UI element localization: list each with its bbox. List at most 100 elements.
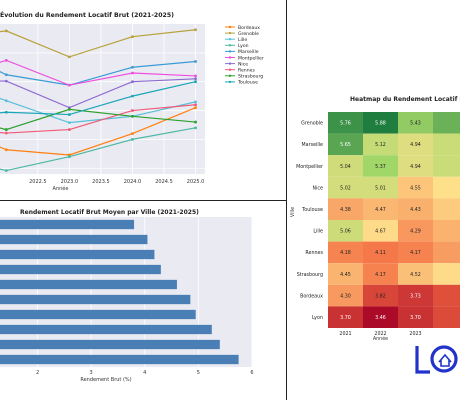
heatmap-cell-value: 4.52 [410, 272, 421, 278]
x-tick-label: 2023.5 [92, 179, 110, 185]
data-point [131, 109, 134, 112]
heatmap-cell-value: 4.29 [410, 229, 421, 235]
legend-label: Rennes [238, 68, 255, 74]
heatmap-cell [398, 263, 433, 285]
heatmap-cell [328, 198, 363, 220]
legend-marker [228, 50, 232, 53]
heatmap-row-label: Grenoble [301, 121, 323, 127]
bar-grenoble [0, 354, 239, 365]
x-tick-label: 2022.5 [29, 179, 47, 185]
bar-lille [0, 279, 177, 290]
heatmap-cell [398, 198, 433, 220]
heatmap-x-tick: 2023 [409, 331, 421, 337]
heatmap-cell [398, 284, 433, 307]
data-point [131, 35, 134, 39]
heatmap-cell-value: 4.67 [375, 229, 386, 235]
data-point [67, 83, 71, 87]
heatmap-cell-value: 4.94 [410, 142, 421, 148]
legend-label: Marseille [238, 49, 259, 55]
plot-area [0, 24, 205, 174]
data-point [131, 65, 134, 69]
data-point [131, 80, 134, 84]
heatmap-cell [398, 220, 433, 242]
data-point [131, 132, 134, 136]
heatmap-cell [328, 176, 363, 199]
bar-chart-title: Rendement Locatif Brut Moyen par Ville (… [20, 209, 199, 216]
series-group [0, 28, 197, 172]
legend-marker [228, 62, 232, 65]
data-point [67, 155, 71, 159]
heatmap-cell-value: 5.06 [340, 229, 351, 235]
legend-marker [228, 38, 232, 41]
data-point [194, 74, 197, 78]
line-chart-panel: 2022.5 2023.0 2023.5 2024.0 2024.5 2025.0 Évol… [0, 0, 287, 200]
heatmap-cell-value: 5.12 [375, 142, 386, 148]
data-point [4, 131, 8, 135]
data-point [194, 126, 197, 130]
data-point [4, 58, 8, 62]
legend-marker [228, 80, 232, 84]
horizontal-divider [0, 200, 287, 201]
data-point [67, 128, 71, 131]
heatmap-x-tick: 2021 [339, 331, 351, 337]
heatmap-row-label: Marseille [302, 142, 323, 148]
data-point [131, 94, 134, 98]
legend-marker [228, 56, 232, 59]
legend-label: Montpellier [238, 55, 264, 61]
heatmap-row-label: Bordeaux [300, 293, 323, 299]
data-point [4, 79, 8, 83]
data-point [194, 103, 197, 107]
bar-lyon [0, 219, 135, 230]
heatmap-cell-value: 4.17 [410, 250, 421, 256]
legend-marker [228, 25, 232, 29]
heatmap-cell-value: 4.30 [340, 293, 351, 299]
heatmap-x-axis-label: Année [373, 335, 388, 342]
heatmap-cell-value: 5.65 [340, 142, 351, 148]
heatmap-panel: Heatmap du Rendement Locatif Brut p Greno… [288, 0, 460, 342]
bar-montpellier [0, 324, 212, 335]
heatmap-cell [398, 306, 433, 328]
legend-marker [228, 44, 232, 47]
heatmap-cell [328, 155, 363, 177]
heatmap-cell-value: 4.11 [375, 250, 386, 256]
data-point [194, 100, 197, 104]
x-tick-label: 2024.0 [124, 179, 142, 185]
heatmap-cell-value: 3.70 [340, 315, 351, 321]
heatmap-cell [398, 133, 433, 156]
data-point [4, 169, 8, 172]
x-axis-label: Année [53, 185, 69, 192]
heatmap-cell-value: 5.76 [340, 121, 351, 127]
data-point [67, 55, 71, 59]
legend-label: Nice [238, 61, 248, 67]
heatmap-cell [363, 306, 398, 328]
heatmap-cell-value: 3.82 [375, 293, 386, 299]
heatmap-row-label: Lyon [312, 315, 323, 321]
bar-strasbourg [0, 249, 155, 260]
heatmap-cell [398, 112, 433, 134]
data-point [67, 107, 71, 111]
line-chart-title: Évolution du Rendement Locatif Brut (202… [0, 10, 174, 19]
bar-chart: 2 3 4 5 6 Rendement Locatif Brut Moyen par Vi… [0, 209, 254, 383]
data-point [4, 29, 8, 33]
heatmap-cell [363, 176, 398, 199]
bar-chart-panel: 2 3 4 5 6 Rendement Locatif Brut Moyen par Vi… [0, 201, 287, 400]
x-tick-label: 3 [90, 370, 93, 376]
heatmap-cell [363, 284, 398, 307]
heatmap-cell-cropped [433, 112, 460, 134]
heatmap-x-tick: 2022 [374, 331, 386, 337]
heatmap-cell-value: 3.46 [375, 315, 386, 321]
legend-label: Grenoble [238, 31, 259, 37]
heatmap-cell-cropped [433, 220, 460, 242]
heatmap-cell-value: 5.43 [410, 121, 421, 127]
x-tick-label: 4 [143, 370, 146, 376]
legend-marker [228, 74, 232, 78]
heatmap-cell-value: 3.73 [410, 293, 421, 299]
x-tick-label: 2024.5 [155, 179, 173, 185]
heatmap-cell-value: 5.88 [375, 121, 386, 127]
logo [414, 342, 460, 376]
heatmap-cell-value: 4.94 [410, 164, 421, 170]
data-point [194, 77, 197, 81]
heatmap-cell [398, 176, 433, 199]
heatmap-row-label: Toulouse [301, 207, 323, 213]
heatmap-cell-value: 5.04 [340, 164, 351, 170]
